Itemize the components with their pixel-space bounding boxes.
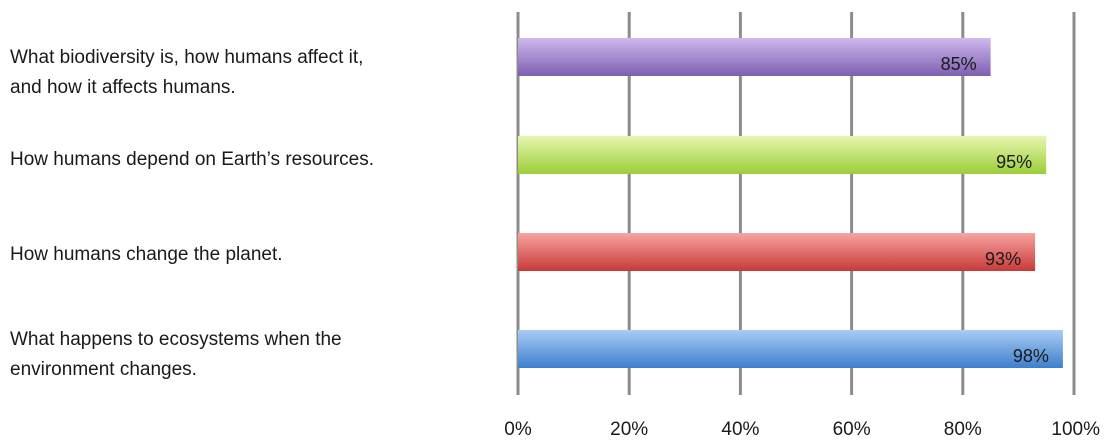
bar-value-label: 85% [941,54,977,74]
x-tick-label: 60% [833,419,871,440]
x-axis-tick-labels: 0% 20% 40% 60% 80% 100% [504,419,1100,440]
category-label: What happens to ecosystems when the envir… [10,325,342,385]
x-tick-label: 80% [944,419,982,440]
bars [518,38,1063,368]
x-tick-label: 100% [1051,419,1100,440]
category-label-line: How humans change the planet. [10,244,283,265]
category-label: How humans change the planet. [10,240,283,270]
bar-value-label: 93% [985,249,1021,269]
x-tick-label: 40% [721,419,759,440]
bar-value-label: 98% [1013,346,1049,366]
bar [518,330,1063,368]
category-label-line: How humans depend on Earth’s resources. [10,149,375,170]
x-tick-label: 20% [610,419,648,440]
data-labels: 85% 95% 93% 98% [941,54,1049,366]
category-label: How humans depend on Earth’s resources. [10,145,374,175]
category-label-line: What happens to ecosystems when the [10,329,342,350]
category-label-line: and how it affects humans. [10,77,236,98]
category-label-line: What biodiversity is, how humans affect … [10,47,364,68]
bar [518,233,1036,271]
category-label: What biodiversity is, how humans affect … [10,43,363,103]
bar [518,136,1047,174]
category-label-line: environment changes. [10,359,197,380]
x-tick-label: 0% [504,419,532,440]
bar-value-label: 95% [996,152,1032,172]
bar [518,38,991,76]
